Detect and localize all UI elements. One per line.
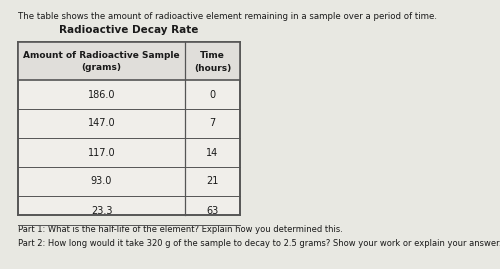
Bar [18, 42, 240, 215]
Bar [18, 42, 240, 80]
Text: 147.0: 147.0 [88, 119, 116, 129]
Text: 23.3: 23.3 [91, 206, 112, 215]
Text: 63: 63 [206, 206, 218, 215]
Text: 14: 14 [206, 147, 218, 158]
Text: Part 1: What is the half-life of the element? Explain how you determined this.: Part 1: What is the half-life of the ele… [18, 225, 343, 234]
Text: (hours): (hours) [194, 63, 231, 73]
Text: 7: 7 [210, 119, 216, 129]
Text: 117.0: 117.0 [88, 147, 116, 158]
Text: Radioactive Decay Rate: Radioactive Decay Rate [60, 25, 198, 35]
Text: The table shows the amount of radioactive element remaining in a sample over a p: The table shows the amount of radioactiv… [18, 12, 437, 21]
Text: (grams): (grams) [82, 63, 122, 73]
Text: Amount of Radioactive Sample: Amount of Radioactive Sample [23, 51, 180, 61]
Text: Time: Time [200, 51, 225, 61]
Text: 21: 21 [206, 176, 218, 186]
Text: 0: 0 [210, 90, 216, 100]
Text: Part 2: How long would it take 320 g of the sample to decay to 2.5 grams? Show y: Part 2: How long would it take 320 g of … [18, 239, 500, 248]
Text: 93.0: 93.0 [91, 176, 112, 186]
Text: 186.0: 186.0 [88, 90, 115, 100]
